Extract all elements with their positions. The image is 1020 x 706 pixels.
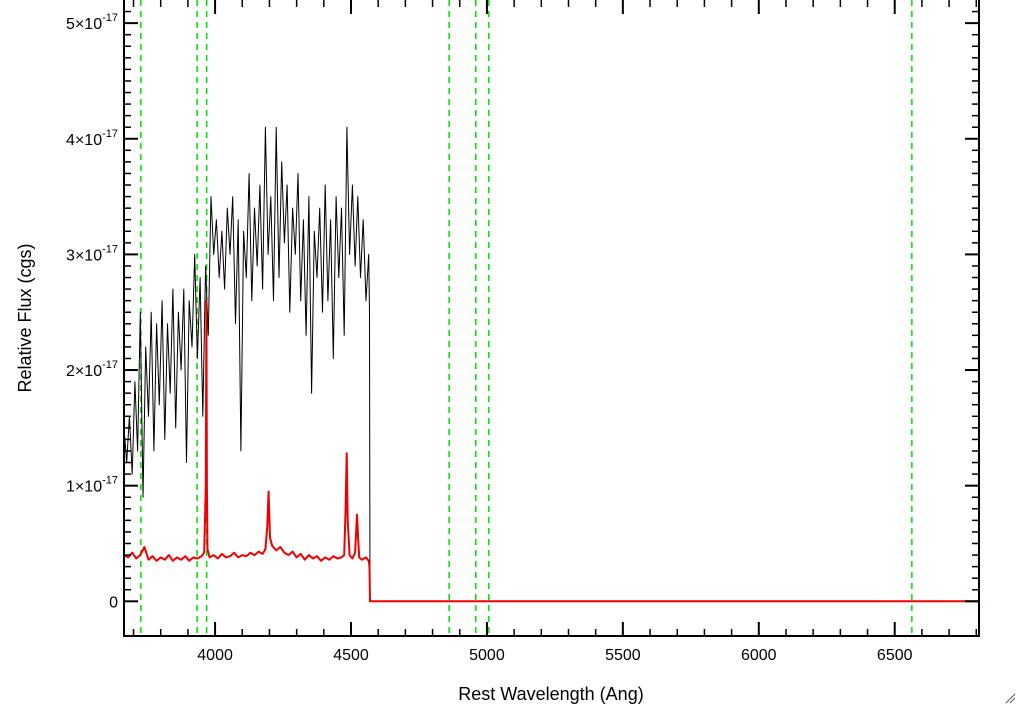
x-tick-label-3: 5500: [605, 647, 641, 664]
x-tick-label-2: 5000: [469, 647, 505, 664]
emission-line-markers: [140, 0, 913, 636]
y-tick-label-0: 0: [109, 594, 118, 611]
y-tick-label-4: 4×10-17: [66, 128, 118, 149]
y-tick-label-3: 3×10-17: [66, 243, 118, 264]
y-tick-label-1: 1×10-17: [66, 475, 118, 496]
x-tick-label-4: 6000: [741, 647, 777, 664]
x-tick-label-1: 4500: [333, 647, 369, 664]
y-tick-label-2: 2×10-17: [66, 359, 118, 380]
resize-grip-icon[interactable]: [1004, 692, 1016, 704]
x-tick-label-0: 4000: [197, 647, 233, 664]
y-tick-label-5: 5×10-17: [66, 12, 118, 33]
plot-frame: [123, 0, 980, 637]
axis-ticks: 4000 4500 5000 5500 6000 6500 0 1×10-17 2×10-17 3…: [66, 0, 979, 664]
spectrum-series: [123, 126, 979, 603]
spectrum-line-1: [123, 299, 979, 603]
x-tick-label-5: 6500: [877, 647, 913, 664]
y-axis-title: Relative Flux (cgs): [15, 243, 35, 392]
spectrum-line-0: [123, 126, 979, 602]
x-axis-title: Rest Wavelength (Ang): [458, 684, 643, 704]
